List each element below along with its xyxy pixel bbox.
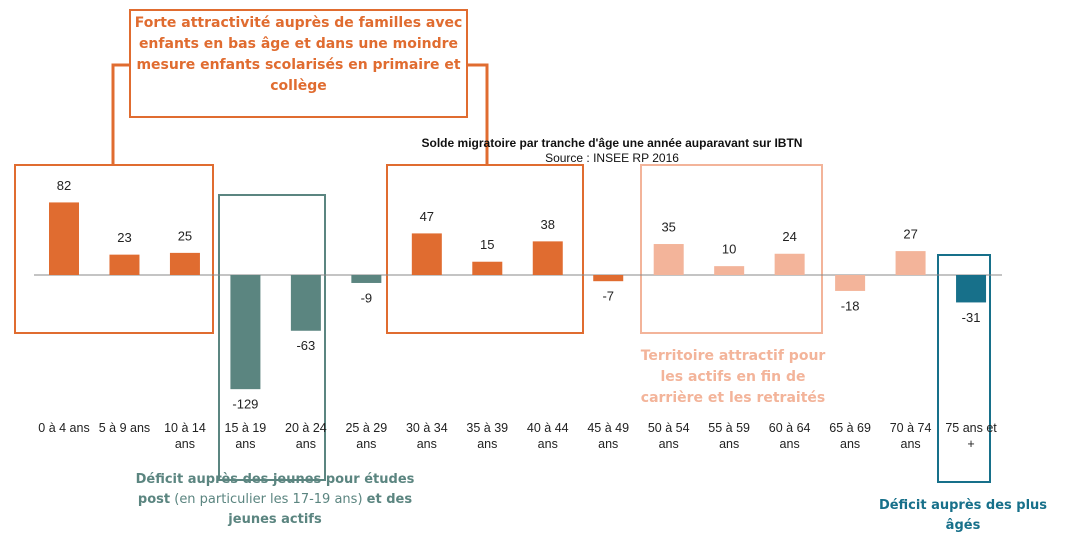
group-box — [386, 164, 584, 334]
group-box — [14, 164, 214, 334]
x-tick-label: 25 à 29 ans — [345, 421, 388, 451]
data-label: 23 — [117, 230, 131, 245]
chart-title: Solde migratoire par tranche d'âge une a… — [421, 136, 803, 150]
bar — [411, 233, 442, 275]
data-label: 10 — [722, 242, 736, 257]
annotation-text: Déficit auprès des jeunes pour études po… — [135, 472, 415, 507]
connector — [467, 63, 489, 165]
x-tick-label: 20 à 24 ans — [285, 421, 327, 451]
annotation-text: et des jeunes actifs — [228, 492, 413, 527]
annotation: Territoire attractif pour les actifs en … — [640, 346, 826, 409]
data-label: -63 — [296, 338, 315, 353]
x-tick-label: 0 à 4 ans — [38, 421, 90, 435]
annotation-text: (en particulier les 17-19 ans) — [170, 492, 367, 507]
bar — [49, 202, 79, 275]
annotation-text: Forte attractivité auprès de familles av… — [134, 15, 463, 94]
annotation-text: Déficit auprès des plus âgés — [878, 498, 1048, 533]
annotation: Déficit auprès des jeunes pour études po… — [130, 470, 420, 530]
x-tick-label: 5 à 9 ans — [98, 421, 151, 435]
x-tick-label: 60 à 64 ans — [768, 421, 811, 451]
bar — [290, 275, 321, 331]
x-tick-label: 75 ans et + — [945, 421, 997, 451]
group-box — [640, 164, 823, 334]
connector — [111, 63, 130, 165]
data-label: 15 — [480, 237, 494, 252]
x-tick-label: 55 à 59 ans — [708, 421, 751, 451]
bar — [593, 275, 624, 282]
data-label: -9 — [361, 290, 373, 305]
data-label: -129 — [232, 397, 258, 412]
data-label: -7 — [602, 289, 614, 304]
bar — [351, 275, 382, 283]
bar — [835, 275, 866, 291]
data-label: 25 — [178, 228, 192, 243]
x-tick-label: 45 à 49 ans — [587, 421, 630, 451]
bar — [653, 244, 684, 275]
group-box — [218, 194, 326, 481]
bar — [230, 275, 261, 390]
annotation-text: Territoire attractif pour les actifs en … — [640, 348, 826, 406]
data-label: 27 — [903, 227, 917, 242]
bar — [472, 261, 503, 275]
bar — [109, 254, 140, 275]
bar — [774, 253, 805, 275]
annotation: Déficit auprès des plus âgés — [868, 496, 1058, 536]
data-label: 35 — [661, 219, 675, 234]
bar — [169, 252, 200, 275]
x-tick-label: 35 à 39 ans — [466, 421, 509, 451]
x-tick-label: 40 à 44 ans — [526, 421, 569, 451]
x-tick-label: 15 à 19 ans — [224, 421, 267, 451]
bar — [895, 251, 926, 275]
x-tick-label: 10 à 14 ans — [164, 421, 206, 451]
data-label: -31 — [962, 310, 981, 325]
x-tick-label: 65 à 69 ans — [829, 421, 871, 451]
data-label: 24 — [782, 229, 796, 244]
x-tick-label: 70 à 74 ans — [889, 421, 932, 451]
x-tick-label: 50 à 54 ans — [647, 421, 690, 451]
annotation: Forte attractivité auprès de familles av… — [133, 13, 464, 97]
group-box — [937, 254, 991, 483]
x-tick-label: 30 à 34 ans — [405, 421, 448, 451]
bar — [532, 241, 563, 275]
data-label: -18 — [841, 298, 860, 313]
data-label: 38 — [541, 217, 555, 232]
data-label: 82 — [57, 178, 71, 193]
data-label: 47 — [420, 209, 434, 224]
chart-subtitle: Source : INSEE RP 2016 — [545, 151, 679, 165]
bar — [714, 266, 745, 275]
bar — [956, 275, 987, 303]
